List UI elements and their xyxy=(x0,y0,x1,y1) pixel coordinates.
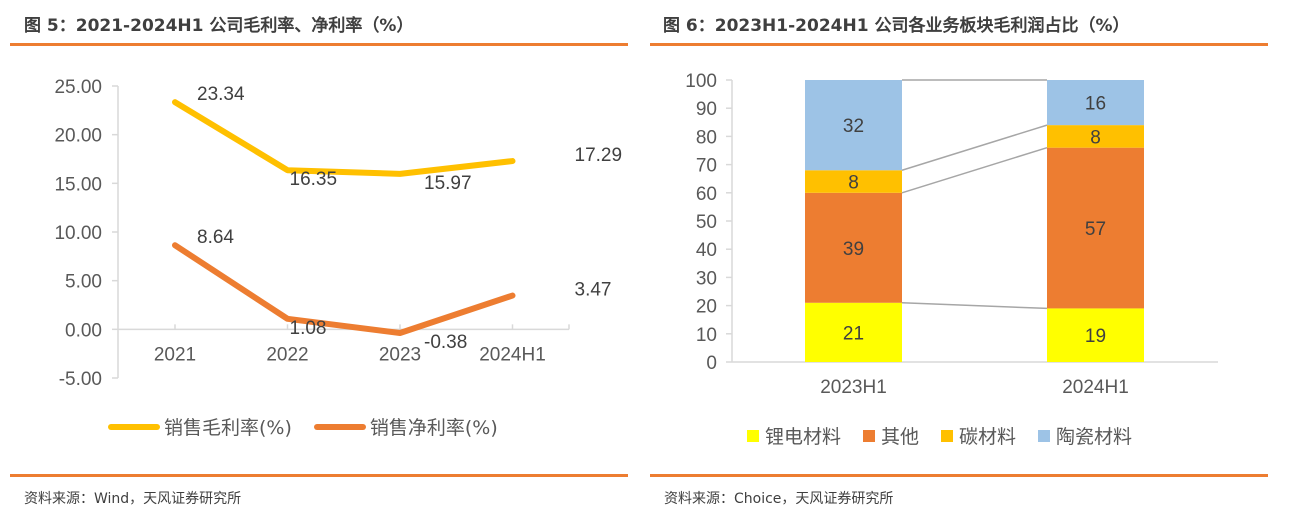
data-label: 16.35 xyxy=(290,169,338,190)
bar-data-label: 21 xyxy=(843,323,864,344)
data-label: 15.97 xyxy=(424,173,472,194)
y-tick-label: 60 xyxy=(696,184,717,205)
bar-chart-legend: 锂电材料 其他 碳材料 陶瓷材料 xyxy=(747,422,1154,449)
legend-color-swatch xyxy=(941,429,954,442)
legend-label: 陶瓷材料 xyxy=(1056,426,1133,448)
y-tick-label: -5.00 xyxy=(59,369,102,390)
y-tick-label: 50 xyxy=(696,212,717,233)
bar-data-label: 19 xyxy=(1085,326,1106,347)
y-tick-label: 70 xyxy=(696,156,717,177)
y-tick-label: 10 xyxy=(696,325,717,346)
y-tick-label: 5.00 xyxy=(65,272,102,293)
legend-color-swatch xyxy=(863,429,876,442)
data-label: 8.64 xyxy=(197,227,234,248)
legend-line-swatch xyxy=(108,423,160,430)
legend-item: 碳材料 xyxy=(941,422,1016,449)
legend-label: 销售毛利率(%) xyxy=(164,417,292,439)
data-label: 1.08 xyxy=(290,318,327,339)
y-tick-label: 20 xyxy=(696,297,717,318)
legend-color-swatch xyxy=(1038,429,1051,442)
title-divider xyxy=(650,43,1268,46)
y-tick-label: 10.00 xyxy=(54,223,102,244)
x-tick-label: 2023 xyxy=(379,344,421,365)
series-line-gross-margin xyxy=(172,99,516,177)
y-tick-label: 90 xyxy=(696,99,717,120)
bar-data-label: 16 xyxy=(1085,94,1106,115)
y-tick-label: 0.00 xyxy=(65,320,102,341)
figure-5-panel: 图 5：2021-2024H1 公司毛利率、净利率（%） 25.00 20.00 1… xyxy=(10,16,628,507)
y-tick-label: 100 xyxy=(685,71,717,92)
y-tick-label: 40 xyxy=(696,240,717,261)
legend-label: 碳材料 xyxy=(959,426,1017,448)
x-tick-label: 2023H1 xyxy=(820,377,887,398)
legend-item: 销售毛利率(%) xyxy=(108,413,292,440)
legend-label: 销售净利率(%) xyxy=(369,417,498,439)
y-tick-label: 20.00 xyxy=(54,126,102,147)
data-label: 17.29 xyxy=(575,145,623,166)
x-tick-label: 2024H1 xyxy=(1062,377,1129,398)
line-chart-legend: 销售毛利率(%) 销售净利率(%) xyxy=(108,413,520,440)
bar-data-label: 8 xyxy=(848,173,859,194)
margin-line-chart: 25.00 20.00 15.00 10.00 5.00 0.00 -5.00 2021 202… xyxy=(54,77,623,390)
y-tick-label: 25.00 xyxy=(54,77,102,98)
bar-segment xyxy=(805,80,902,171)
bar-segment xyxy=(805,170,902,193)
bar-data-label: 39 xyxy=(843,239,864,260)
series-connector-line xyxy=(901,124,1048,171)
data-label: 23.34 xyxy=(197,84,245,105)
bar-segment xyxy=(805,302,902,362)
bar-data-label: 32 xyxy=(843,116,864,137)
legend-color-swatch xyxy=(747,429,759,442)
bar-data-label: 8 xyxy=(1090,127,1101,148)
figure-5-title: 图 5：2021-2024H1 公司毛利率、净利率（%） xyxy=(24,16,414,36)
bar-segment xyxy=(1047,125,1144,148)
bar-segment xyxy=(1047,80,1144,126)
data-label: 3.47 xyxy=(575,280,612,301)
legend-label: 锂电材料 xyxy=(765,426,842,448)
profit-share-stacked-bar-chart: 100908070605040302010021398322023H119578… xyxy=(685,71,1218,398)
legend-line-swatch xyxy=(313,423,366,430)
figure-6-title: 图 6：2023H1-2024H1 公司各业务板块毛利润占比（%） xyxy=(663,16,1130,36)
bar-segment xyxy=(1047,147,1144,309)
series-connector-line xyxy=(901,146,1048,194)
source-divider xyxy=(650,474,1268,477)
legend-item: 销售净利率(%) xyxy=(313,413,498,440)
data-label: -0.38 xyxy=(424,332,467,353)
legend-item: 锂电材料 xyxy=(747,422,841,449)
x-tick-label: 2024H1 xyxy=(479,344,546,365)
x-tick-label: 2022 xyxy=(266,344,308,365)
title-divider xyxy=(10,43,628,46)
y-tick-label: 0 xyxy=(706,353,717,374)
bar-segment xyxy=(805,192,902,303)
y-tick-label: 15.00 xyxy=(54,174,102,195)
legend-label: 其他 xyxy=(881,426,920,448)
y-tick-label: 80 xyxy=(696,127,717,148)
series-line-net-margin xyxy=(172,242,516,337)
bar-segment xyxy=(1047,308,1144,362)
legend-item: 其他 xyxy=(863,422,919,449)
figure-5-source: 资料来源：Wind，天风证券研究所 xyxy=(24,491,242,507)
series-connector-line xyxy=(901,302,1048,310)
x-tick-label: 2021 xyxy=(154,344,196,365)
y-tick-label: 30 xyxy=(696,268,717,289)
bar-data-label: 57 xyxy=(1085,219,1106,240)
figure-6-panel: 图 6：2023H1-2024H1 公司各业务板块毛利润占比（%） 100 90 8… xyxy=(645,0,1290,528)
legend-item: 陶瓷材料 xyxy=(1038,422,1132,449)
source-divider xyxy=(10,474,628,477)
figure-6-source: 资料来源：Choice，天风证券研究所 xyxy=(664,491,894,507)
